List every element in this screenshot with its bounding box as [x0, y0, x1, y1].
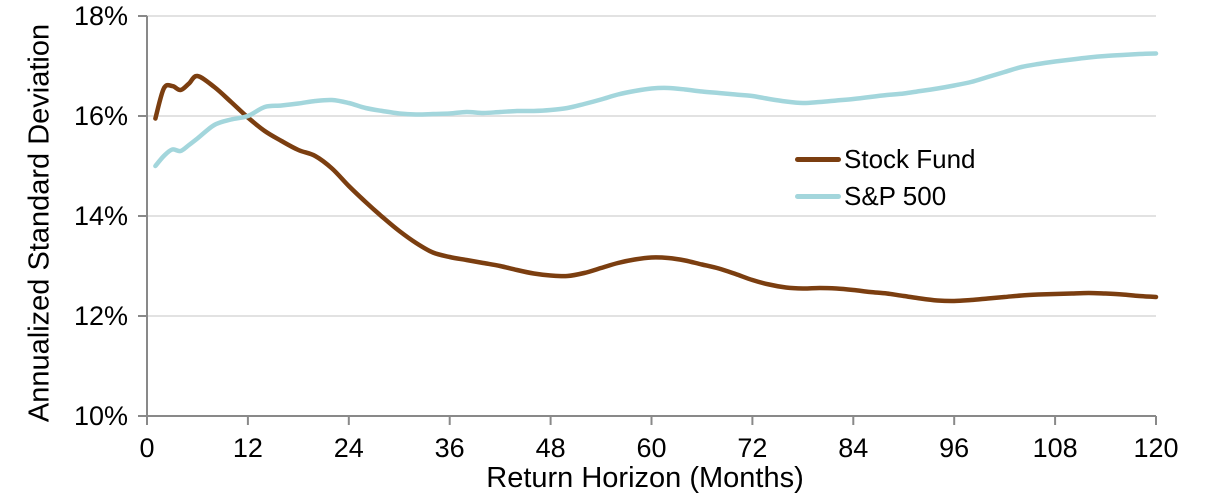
- x-tick-label: 0: [139, 433, 155, 463]
- y-tick-label: 12%: [73, 301, 128, 331]
- y-tick-label: 16%: [73, 101, 128, 131]
- stock-fund-line: [153, 73, 1159, 304]
- x-tick-label: 108: [1032, 433, 1078, 463]
- legend-item-sp500: S&P 500: [795, 178, 976, 215]
- sp500-line-swatch: [795, 194, 841, 199]
- legend-label-stock-fund: Stock Fund: [844, 144, 976, 174]
- sp500-line: [153, 51, 1159, 169]
- stock-fund-line-swatch: [795, 157, 841, 162]
- x-tick-label: 120: [1133, 433, 1179, 463]
- legend: Stock Fund S&P 500: [795, 141, 976, 215]
- x-tick-label: 24: [333, 433, 364, 463]
- x-tick-label: 96: [939, 433, 970, 463]
- x-tick-label: 36: [434, 433, 465, 463]
- x-tick-label: 84: [838, 433, 869, 463]
- legend-label-sp500: S&P 500: [844, 181, 947, 211]
- x-axis-title: Return Horizon (Months): [486, 462, 804, 494]
- x-tick-label: 72: [737, 433, 768, 463]
- x-tick-label: 12: [232, 433, 263, 463]
- x-tick-label: 48: [535, 433, 566, 463]
- y-tick-label: 14%: [73, 201, 128, 231]
- x-tick-label: 60: [636, 433, 667, 463]
- legend-item-stock-fund: Stock Fund: [795, 141, 976, 178]
- y-tick-label: 10%: [73, 401, 128, 431]
- y-tick-label: 18%: [73, 1, 128, 31]
